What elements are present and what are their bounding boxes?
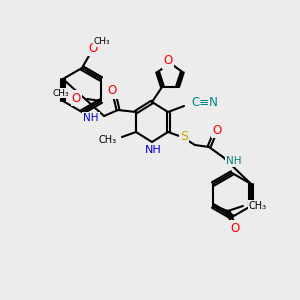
Text: CH₃: CH₃ [99,135,117,145]
Text: O: O [88,41,98,55]
Text: O: O [164,55,172,68]
Text: CH₃: CH₃ [52,88,69,98]
Text: NH: NH [83,113,99,123]
Text: NH: NH [226,156,242,166]
Text: C≡N: C≡N [191,95,218,109]
Text: O: O [212,124,222,136]
Text: O: O [107,85,117,98]
Text: CH₃: CH₃ [249,201,267,211]
Text: O: O [230,221,240,235]
Text: S: S [180,130,188,142]
Text: CH₃: CH₃ [94,38,110,46]
Text: NH: NH [145,145,161,155]
Text: O: O [72,92,81,104]
